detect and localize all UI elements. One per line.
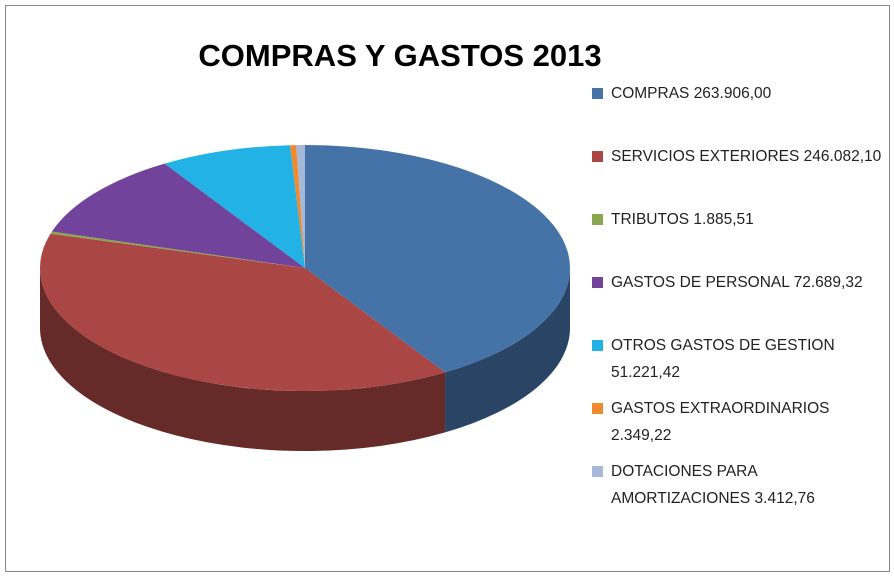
slice <box>50 231 305 268</box>
legend-text: SERVICIOS EXTERIORES 246.082,10 <box>611 143 881 170</box>
legend-item: GASTOS EXTRAORDINARIOS 2.349,22 <box>592 395 884 458</box>
legend-value: 263.906,00 <box>693 85 772 102</box>
legend-value: 1.885,51 <box>693 211 754 228</box>
legend-swatch <box>592 277 603 288</box>
legend-item: COMPRAS 263.906,00 <box>592 80 884 143</box>
legend-swatch <box>592 214 603 225</box>
slice <box>296 145 305 268</box>
legend-text: GASTOS DE PERSONAL 72.689,32 <box>611 269 863 296</box>
legend-swatch <box>592 151 603 162</box>
legend-label: TRIBUTOS <box>611 211 690 228</box>
legend-label: SERVICIOS EXTERIORES <box>611 148 800 165</box>
legend-value: 246.082,10 <box>803 148 882 165</box>
legend-item: TRIBUTOS 1.885,51 <box>592 206 884 269</box>
legend-label: COMPRAS <box>611 85 690 102</box>
legend-value: 2.349,22 <box>611 427 672 444</box>
legend-text: COMPRAS 263.906,00 <box>611 80 771 107</box>
legend-swatch <box>592 403 603 414</box>
legend-swatch <box>592 340 603 351</box>
slice <box>39 233 446 391</box>
legend-value: 51.221,42 <box>611 364 680 381</box>
legend-swatch <box>592 88 603 99</box>
legend-item: OTROS GASTOS DE GESTION 51.221,42 <box>592 332 884 395</box>
legend-item: SERVICIOS EXTERIORES 246.082,10 <box>592 143 884 206</box>
slice-side <box>40 268 446 451</box>
pie <box>39 145 570 451</box>
legend-text: OTROS GASTOS DE GESTION 51.221,42 <box>611 332 884 386</box>
legend-swatch <box>592 466 603 477</box>
legend-value: 3.412,76 <box>754 490 815 507</box>
legend-label: OTROS GASTOS DE GESTION <box>611 337 835 354</box>
chart-title: COMPRAS Y GASTOS 2013 <box>198 38 601 73</box>
slice <box>305 145 570 373</box>
slice <box>51 163 306 268</box>
legend-item: DOTACIONES PARA AMORTIZACIONES 3.412,76 <box>592 458 884 521</box>
legend: COMPRAS 263.906,00 SERVICIOS EXTERIORES 2… <box>592 80 884 521</box>
legend-text: DOTACIONES PARA AMORTIZACIONES 3.412,76 <box>611 458 884 512</box>
legend-item: GASTOS DE PERSONAL 72.689,32 <box>592 269 884 332</box>
legend-label: GASTOS DE PERSONAL <box>611 274 790 291</box>
legend-label: GASTOS EXTRAORDINARIOS <box>611 400 830 417</box>
legend-label: DOTACIONES PARA AMORTIZACIONES <box>611 463 757 507</box>
slice <box>164 145 305 268</box>
legend-text: GASTOS EXTRAORDINARIOS 2.349,22 <box>611 395 884 449</box>
slice-side <box>445 268 570 433</box>
legend-text: TRIBUTOS 1.885,51 <box>611 206 754 233</box>
slice <box>290 145 305 268</box>
legend-value: 72.689,32 <box>793 274 863 291</box>
